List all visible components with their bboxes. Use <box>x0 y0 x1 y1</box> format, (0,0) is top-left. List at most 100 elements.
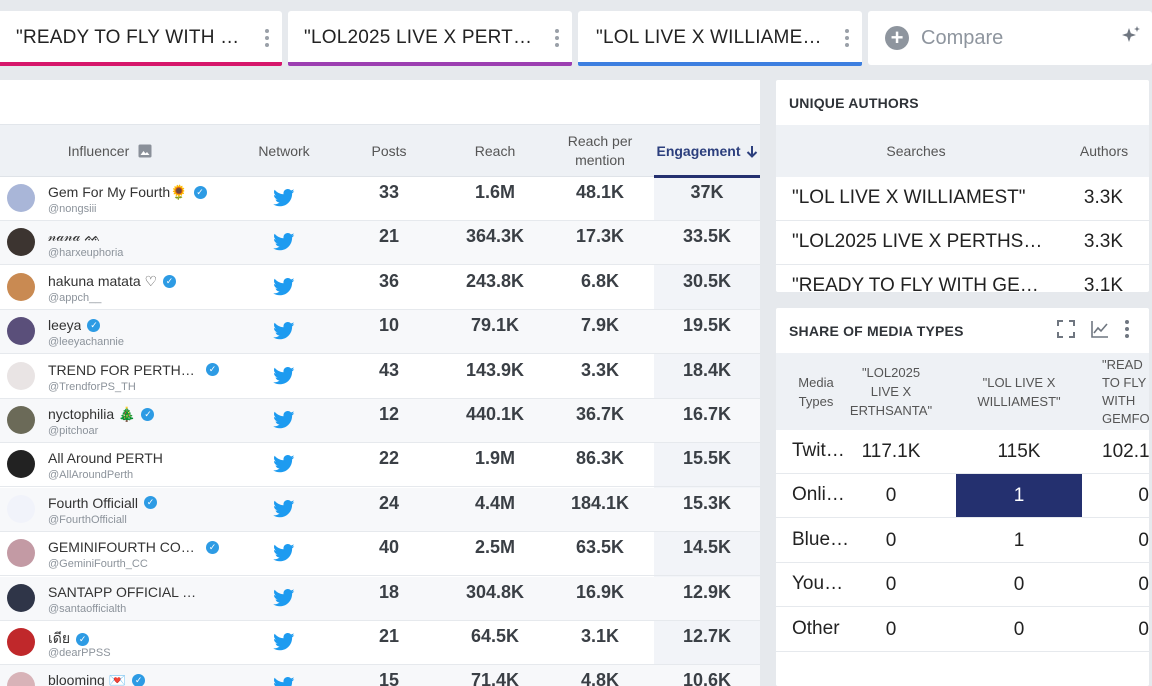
influencer-handle: @santaofficialth <box>48 602 127 615</box>
reach-per-mention-value: 36.7K <box>575 404 625 424</box>
table-row[interactable]: hakuna matata ♡ ✓ @appch__ 36 243.8K 6.8K 30.5… <box>0 266 760 310</box>
engagement-value: 15.3K <box>682 492 732 513</box>
avatar[interactable] <box>7 672 35 686</box>
influencer-name[interactable]: nyctophilia 🎄 ✓ <box>48 406 155 423</box>
table-row[interactable]: Twit… 117.1K 115K 102.1 <box>776 430 1149 474</box>
media-type-value[interactable]: 0 <box>1138 485 1149 507</box>
column-label: Types <box>798 393 834 409</box>
media-type-value[interactable]: 0 <box>1138 574 1149 596</box>
search-tab-1[interactable]: "READY TO FLY WITH GEMFOURTH" <box>0 11 282 66</box>
column-header-searches[interactable]: Searches <box>886 142 946 159</box>
expand-icon[interactable] <box>1057 320 1075 338</box>
table-row[interactable]: Fourth Officiall ✓ @FourthOfficiall 24 4.4M 1… <box>0 487 760 532</box>
column-header-network[interactable]: Network <box>258 142 310 159</box>
table-row[interactable]: Onli… 0 1 0 <box>776 474 1149 519</box>
avatar[interactable] <box>7 272 35 301</box>
table-row[interactable]: "READY TO FLY WITH GEMFOURTH" 3.1K <box>776 265 1149 292</box>
media-type-value[interactable]: 0 <box>1013 574 1025 596</box>
tab-label: "LOL2025 LIVE X PERTHSANTA" <box>304 27 542 48</box>
sparkle-icon[interactable] <box>1120 25 1142 52</box>
column-header-authors[interactable]: Authors <box>1079 142 1129 159</box>
avatar[interactable] <box>7 539 35 568</box>
column-header-influencer[interactable]: Influencer <box>40 125 180 177</box>
table-header: Searches Authors <box>776 125 1149 177</box>
table-row[interactable]: All Around PERTH @AllAroundPerth 22 1.9M 86.… <box>0 443 760 488</box>
search-tab-2[interactable]: "LOL2025 LIVE X PERTHSANTA" <box>288 11 572 66</box>
media-type-value[interactable]: 0 <box>1013 618 1025 640</box>
avatar[interactable] <box>7 317 35 346</box>
avatar[interactable] <box>7 583 35 612</box>
plus-circle-icon: + <box>885 26 909 50</box>
posts-value: 40 <box>378 537 400 558</box>
influencer-name[interactable]: All Around PERTH <box>48 450 163 466</box>
avatar[interactable] <box>7 228 35 257</box>
influencer-name[interactable]: Gem For My Fourth🌻 ✓ <box>48 184 207 201</box>
table-row[interactable]: Gem For My Fourth🌻 ✓ @nongsiii 33 1.6M 48.1K 3… <box>0 177 760 221</box>
influencer-name[interactable]: blooming 💌 ✓ <box>48 672 146 686</box>
influencer-name[interactable]: TREND FOR PERTHSANTA ✓ <box>48 362 219 378</box>
table-row[interactable]: leeya ✓ @leeyachannie 10 79.1K 7.9K 19.5K <box>0 310 760 355</box>
table-row[interactable]: เดีย ✓ @dearPPSS 21 64.5K 3.1K 12.7K <box>0 621 760 665</box>
column-header-engagement[interactable]: Engagement <box>654 125 760 177</box>
media-type-value[interactable]: 102.1 <box>1102 441 1149 462</box>
media-type-value[interactable]: 0 <box>885 529 897 551</box>
influencer-name[interactable]: GEMINIFOURTH COUNTRY ✓ <box>48 539 219 555</box>
reach-per-mention-value: 184.1K <box>570 492 630 513</box>
table-row[interactable]: You… 0 0 0 <box>776 563 1149 608</box>
column-header-posts[interactable]: Posts <box>371 142 407 159</box>
influencer-name[interactable]: hakuna matata ♡ ✓ <box>48 273 177 290</box>
twitter-icon <box>273 633 295 651</box>
media-type-value[interactable]: 0 <box>1138 529 1149 551</box>
table-row[interactable]: nyctophilia 🎄 ✓ @pitchoar 12 440.1K 36.7K 16.7… <box>0 399 760 443</box>
media-type-value[interactable]: 0 <box>1138 618 1149 640</box>
avatar[interactable] <box>7 406 35 434</box>
media-type-value[interactable]: 1 <box>1013 529 1025 551</box>
table-row[interactable]: SANTAPP OFFICIAL TH @santaofficialth 18 304… <box>0 576 760 621</box>
column-header-williamest[interactable]: "LOL LIVE X WILLIAMEST" <box>956 353 1082 430</box>
reach-per-mention-value: 16.9K <box>575 581 625 602</box>
column-header-reach-per-mention[interactable]: Reach per mention <box>550 125 650 177</box>
column-label: WILLIAMEST" <box>977 393 1061 409</box>
influencer-name[interactable]: เดีย ✓ <box>48 628 90 650</box>
column-header-gemfourth[interactable]: "READ TO FLY WITH GEMFO <box>1102 353 1149 430</box>
influencer-name[interactable]: leeya ✓ <box>48 317 101 333</box>
media-type-value[interactable]: 117.1K <box>861 441 921 462</box>
reach-value: 79.1K <box>470 315 520 336</box>
line-chart-icon[interactable] <box>1091 320 1109 338</box>
search-tab-3[interactable]: "LOL LIVE X WILLIAMEST" <box>578 11 862 66</box>
column-header-media-types[interactable]: Media Types <box>786 353 846 430</box>
more-vertical-icon[interactable] <box>252 29 282 47</box>
reach-value: 304.8K <box>465 581 525 602</box>
table-row[interactable]: "LOL LIVE X WILLIAMEST" 3.3K <box>776 177 1149 221</box>
influencer-name[interactable]: SANTAPP OFFICIAL TH <box>48 584 200 600</box>
avatar[interactable] <box>7 361 35 390</box>
influencer-name[interactable]: 𝓃𝒶𝓃𝒶 ᨐ <box>48 228 101 245</box>
avatar[interactable] <box>7 184 35 212</box>
table-row[interactable]: TREND FOR PERTHSANTA ✓ @TrendforPS_TH 43 143… <box>0 355 760 399</box>
more-vertical-icon[interactable] <box>1125 320 1129 338</box>
avatar[interactable] <box>7 494 35 523</box>
compare-label: Compare <box>921 26 1004 49</box>
influencer-name[interactable]: Fourth Officiall ✓ <box>48 495 157 511</box>
table-row[interactable]: "LOL2025 LIVE X PERTHSANTA" 3.3K <box>776 221 1149 265</box>
avatar[interactable] <box>7 628 35 656</box>
media-type-value[interactable]: 1 <box>956 474 1082 518</box>
table-row[interactable]: 𝓃𝒶𝓃𝒶 ᨐ @harxeuphoria 21 364.3K 17.3K 33.5K <box>0 221 760 266</box>
media-type-value[interactable]: 115K <box>997 441 1041 462</box>
avatar[interactable] <box>7 450 35 479</box>
compare-button[interactable]: + Compare <box>868 11 1152 65</box>
more-vertical-icon[interactable] <box>832 29 862 47</box>
image-icon[interactable] <box>138 144 152 158</box>
table-row[interactable]: Other 0 0 0 <box>776 608 1149 652</box>
more-vertical-icon[interactable] <box>542 29 572 47</box>
column-header-reach[interactable]: Reach <box>474 142 516 159</box>
media-type-value[interactable]: 0 <box>885 485 897 507</box>
table-row[interactable]: GEMINIFOURTH COUNTRY ✓ @GeminiFourth_CC 40 2… <box>0 532 760 577</box>
column-header-lol2025[interactable]: "LOL2025 LIVE X ERTHSANTA" <box>850 353 932 430</box>
table-row[interactable]: Blue… 0 1 0 <box>776 519 1149 563</box>
media-type-label: Blue… <box>792 528 850 550</box>
unique-authors-panel: UNIQUE AUTHORS Searches Authors "LOL LIV… <box>776 80 1149 292</box>
media-type-value[interactable]: 0 <box>885 618 897 640</box>
media-type-value[interactable]: 0 <box>885 574 897 596</box>
